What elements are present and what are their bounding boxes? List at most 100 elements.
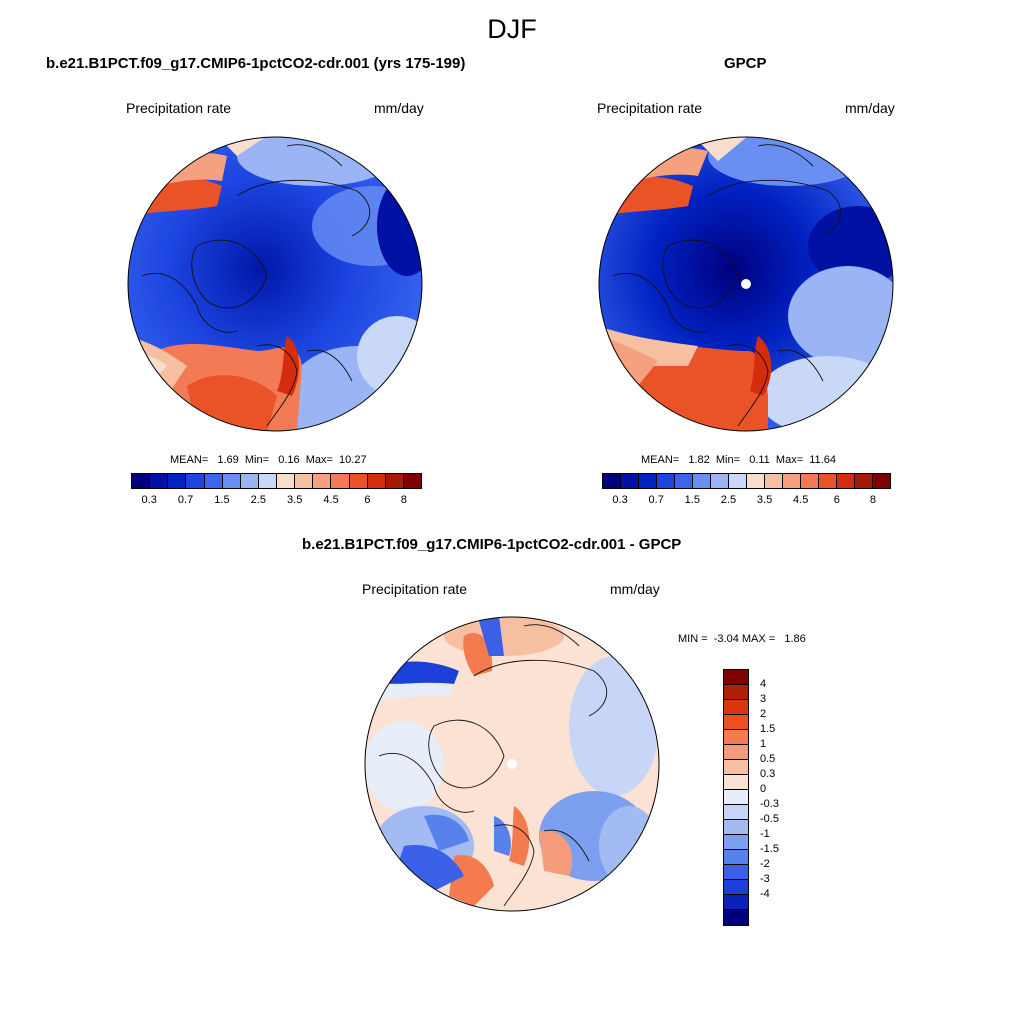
colorbar-swatch: [222, 474, 241, 488]
colorbar-tick-label: -4: [760, 888, 770, 900]
model-polar-map: [127, 136, 423, 432]
colorbar-tick-label: 0.7: [648, 494, 664, 506]
obs-colorbar: [602, 473, 891, 489]
colorbar-swatch: [295, 474, 314, 488]
model-stats: MEAN= 1.69 Min= 0.16 Max= 10.27: [170, 454, 367, 466]
colorbar-tick-label: 0.7: [177, 494, 194, 506]
colorbar-swatch: [724, 700, 748, 715]
colorbar-swatch: [724, 880, 748, 895]
colorbar-tick-label: 0.3: [760, 768, 776, 780]
model-units-label: mm/day: [374, 100, 424, 116]
colorbar-swatch: [783, 474, 801, 488]
colorbar-swatch: [724, 745, 748, 760]
colorbar-swatch: [675, 474, 693, 488]
colorbar-swatch: [385, 474, 404, 488]
colorbar-swatch: [403, 474, 421, 488]
colorbar-swatch: [724, 670, 748, 685]
colorbar-swatch: [724, 775, 748, 790]
obs-left-label: Precipitation rate: [597, 100, 703, 116]
colorbar-swatch: [639, 474, 657, 488]
colorbar-swatch: [724, 760, 748, 775]
colorbar-tick-label: 1.5: [760, 723, 776, 735]
model-panel-title: b.e21.B1PCT.f09_g17.CMIP6-1pctCO2-cdr.00…: [46, 55, 466, 72]
colorbar-swatch: [724, 895, 748, 910]
colorbar-tick-label: 0: [760, 783, 767, 795]
colorbar-swatch: [801, 474, 819, 488]
colorbar-swatch: [819, 474, 837, 488]
colorbar-tick-label: 1.5: [214, 494, 230, 506]
obs-colorbar-ticks: 0.3 0.7 1.5 2.5 3.5 4.5 6 8: [602, 494, 891, 508]
obs-polar-map: [598, 136, 894, 432]
colorbar-tick-label: 1: [760, 738, 767, 750]
colorbar-swatch: [724, 910, 748, 925]
colorbar-tick-label: 2.5: [250, 494, 266, 506]
colorbar-swatch: [724, 730, 748, 745]
colorbar-tick-label: 2: [760, 708, 767, 720]
colorbar-swatch: [657, 474, 675, 488]
colorbar-swatch: [258, 474, 277, 488]
model-colorbar-ticks: 0.3 0.7 1.5 2.5 3.5 4.5 6 8: [131, 494, 422, 508]
colorbar-swatch: [724, 805, 748, 820]
colorbar-tick-label: 2.5: [720, 494, 737, 506]
colorbar-swatch: [277, 474, 296, 488]
obs-units-label: mm/day: [845, 100, 895, 116]
colorbar-swatch: [724, 820, 748, 835]
colorbar-swatch: [724, 850, 748, 865]
diff-polar-map: [364, 616, 660, 912]
colorbar-swatch: [168, 474, 187, 488]
colorbar-swatch: [724, 865, 748, 880]
obs-panel-title: GPCP: [724, 55, 767, 72]
colorbar-tick-label: 1.5: [684, 494, 700, 506]
colorbar-swatch: [240, 474, 259, 488]
colorbar-tick-label: -2: [760, 858, 770, 870]
colorbar-tick-label: -1: [760, 828, 770, 840]
colorbar-swatch: [349, 474, 368, 488]
colorbar-swatch: [724, 715, 748, 730]
colorbar-swatch: [621, 474, 639, 488]
colorbar-swatch: [711, 474, 729, 488]
colorbar-swatch: [724, 685, 748, 700]
colorbar-tick-label: -0.5: [760, 813, 779, 825]
colorbar-tick-label: 0.5: [760, 753, 776, 765]
colorbar-swatch: [132, 474, 151, 488]
colorbar-swatch: [204, 474, 223, 488]
diff-colorbar: [723, 669, 749, 926]
colorbar-swatch: [837, 474, 855, 488]
model-left-label: Precipitation rate: [126, 100, 232, 116]
diff-units-label: mm/day: [610, 581, 660, 597]
colorbar-swatch: [367, 474, 386, 488]
obs-stats: MEAN= 1.82 Min= 0.11 Max= 11.64: [641, 454, 836, 466]
diff-left-label: Precipitation rate: [362, 581, 468, 597]
colorbar-swatch: [693, 474, 711, 488]
colorbar-tick-label: 3.5: [756, 494, 773, 506]
model-colorbar: [131, 473, 422, 489]
colorbar-swatch: [150, 474, 169, 488]
colorbar-swatch: [603, 474, 621, 488]
colorbar-tick-label: -3: [760, 873, 770, 885]
colorbar-swatch: [765, 474, 783, 488]
colorbar-swatch: [724, 790, 748, 805]
colorbar-swatch: [747, 474, 765, 488]
colorbar-tick-label: 4: [760, 678, 767, 690]
colorbar-tick-label: 4.5: [793, 494, 809, 506]
colorbar-swatch: [729, 474, 747, 488]
diff-panel-title: b.e21.B1PCT.f09_g17.CMIP6-1pctCO2-cdr.00…: [302, 536, 682, 553]
colorbar-tick-label: -1.5: [760, 843, 779, 855]
colorbar-swatch: [331, 474, 350, 488]
colorbar-tick-label: 8: [400, 494, 407, 506]
colorbar-tick-label: 6: [364, 494, 371, 506]
colorbar-tick-label: 3: [760, 693, 767, 705]
colorbar-tick-label: 6: [833, 494, 840, 506]
colorbar-swatch: [855, 474, 873, 488]
colorbar-tick-label: 0.3: [612, 494, 628, 506]
season-title: DJF: [487, 14, 537, 44]
colorbar-tick-label: 3.5: [287, 494, 303, 506]
colorbar-tick-label: -0.3: [760, 798, 779, 810]
colorbar-tick-label: 4.5: [323, 494, 339, 506]
colorbar-tick-label: 0.3: [141, 494, 157, 506]
colorbar-swatch: [724, 835, 748, 850]
diff-stats: MIN = -3.04 MAX = 1.86: [678, 633, 806, 645]
colorbar-tick-label: 8: [869, 494, 876, 506]
colorbar-swatch: [873, 474, 890, 488]
diff-colorbar-labels: 4 3 2 1.5 1 0.5 0.3 0 -0.3 -0.5 -1 -1.5 -2 -3 -4: [760, 669, 800, 910]
